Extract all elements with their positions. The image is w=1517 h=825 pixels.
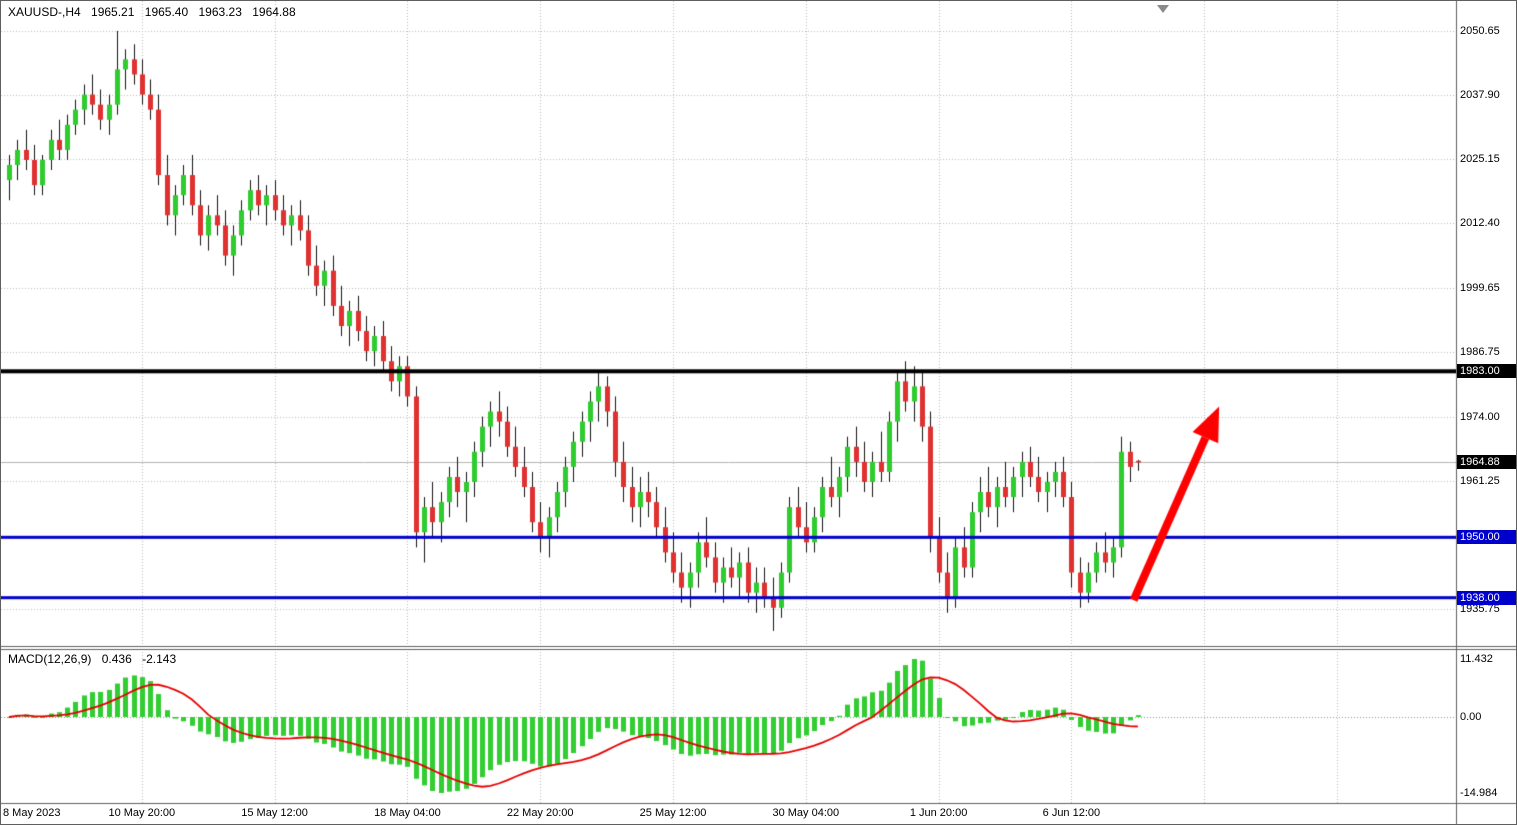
price-tick-label: 2012.40 — [1460, 217, 1500, 230]
indicator-name: MACD(12,26,9) — [8, 652, 92, 666]
price-tick-label: 1935.75 — [1460, 603, 1500, 615]
time-tick-label: 1 Jun 20:00 — [909, 807, 968, 819]
price-tick-label: 2037.90 — [1460, 89, 1500, 102]
time-tick-label: 18 May 04:00 — [374, 807, 441, 819]
time-tick-label: 8 May 2023 — [3, 807, 61, 819]
current-price-badge: 1964.88 — [1457, 455, 1516, 470]
macd-tick-label: -14.984 — [1460, 787, 1498, 799]
indicator-signal-value: -2.143 — [142, 652, 177, 666]
close-value: 1964.88 — [252, 5, 296, 19]
indicator-title: MACD(12,26,9) 0.436 -2.143 — [8, 652, 183, 666]
macd-tick-label: 0.00 — [1460, 710, 1482, 723]
time-tick-label: 25 May 12:00 — [639, 807, 707, 819]
high-value: 1965.40 — [144, 5, 189, 19]
price-tick-label: 1961.25 — [1460, 474, 1500, 487]
indicator-main-value: 0.436 — [101, 652, 132, 666]
price-tick-label: 1999.65 — [1460, 281, 1500, 294]
time-tick-label: 6 Jun 12:00 — [1042, 807, 1101, 819]
price-tick-label: 1974.00 — [1460, 410, 1500, 423]
time-axis[interactable]: 8 May 2023 10 May 20:00 15 May 12:00 18 May… — [1, 804, 1456, 824]
price-level-badge: 1983.00 — [1457, 364, 1516, 379]
price-tick-label: 1986.75 — [1460, 346, 1500, 359]
symbol-period-label: XAUUSD-,H4 — [8, 5, 81, 19]
chart-title: XAUUSD-,H4 1965.21 1965.40 1963.23 1964.… — [8, 5, 303, 19]
price-level-badge: 1938.00 — [1457, 590, 1516, 605]
open-value: 1965.21 — [91, 5, 135, 19]
time-tick-label: 10 May 20:00 — [108, 807, 176, 819]
chart-shift-marker-icon[interactable] — [1156, 5, 1169, 13]
price-tick-label: 2025.15 — [1460, 153, 1500, 166]
low-value: 1963.23 — [198, 5, 242, 19]
macd-tick-label: 11.432 — [1460, 653, 1493, 665]
time-tick-label: 15 May 12:00 — [241, 807, 308, 819]
price-axis[interactable]: 2050.65 2037.90 2025.15 2012.40 1999.65 1986.… — [1457, 1, 1516, 824]
time-tick-label: 30 May 04:00 — [772, 807, 840, 819]
price-level-badge: 1950.00 — [1457, 530, 1516, 545]
time-tick-label: 22 May 20:00 — [506, 807, 574, 819]
price-tick-label: 2050.65 — [1460, 24, 1500, 37]
